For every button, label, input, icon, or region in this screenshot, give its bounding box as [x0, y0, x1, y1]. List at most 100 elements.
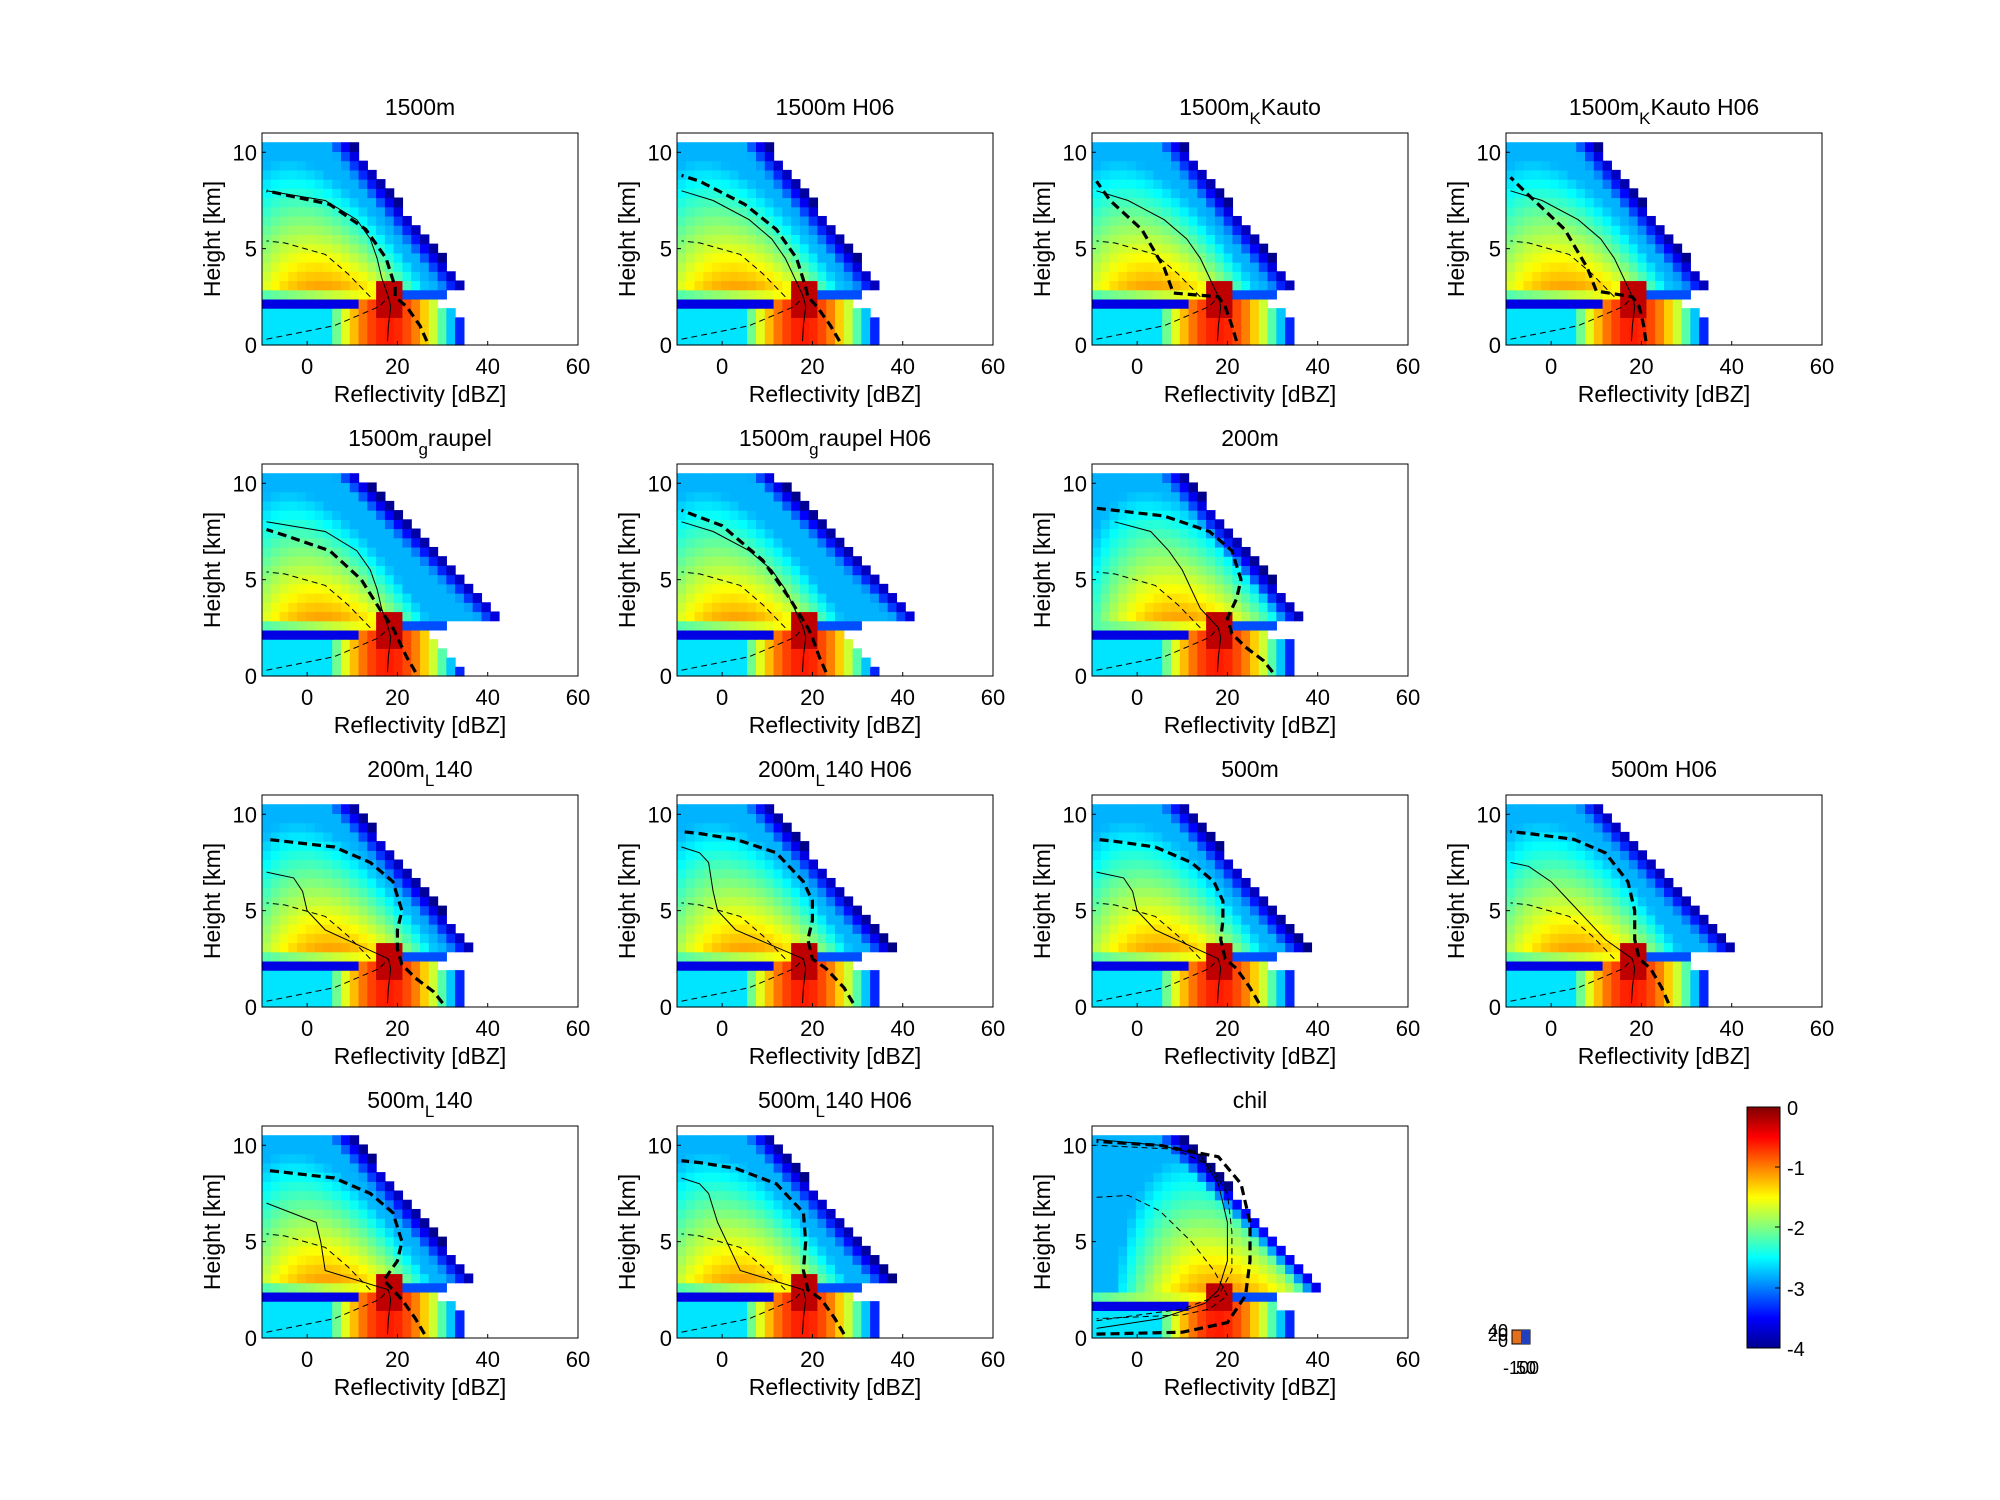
heatmap-cell [799, 850, 810, 861]
heatmap-cell [1585, 951, 1595, 962]
heatmap-cell [1567, 951, 1577, 962]
heatmap-cell [756, 326, 766, 337]
heatmap-cell [1214, 225, 1225, 235]
heatmap-cell [279, 528, 289, 539]
heatmap-cell [367, 1282, 377, 1293]
heatmap-cell [349, 528, 360, 539]
heatmap-cell [1171, 188, 1181, 199]
heatmap-cell [1197, 648, 1207, 659]
heatmap-cell [349, 1319, 360, 1330]
heatmap-cell [1567, 942, 1577, 953]
heatmap-cell [1258, 942, 1269, 953]
heatmap-cell [1549, 252, 1560, 263]
heatmap-cell [826, 620, 836, 631]
heatmap-cell [703, 528, 713, 539]
heatmap-cell [358, 960, 368, 971]
heatmap-cell [677, 924, 687, 934]
heatmap-cell [1127, 289, 1137, 300]
heatmap-cell [835, 648, 845, 659]
heatmap-cell [279, 1328, 289, 1339]
heatmap-cell [1672, 289, 1683, 300]
heatmap-cell [773, 169, 783, 180]
heatmap-cell [341, 308, 351, 318]
heatmap-cell [1232, 988, 1242, 999]
heatmap-cell [1100, 160, 1111, 171]
heatmap-cell [1232, 666, 1242, 677]
heatmap-cell [720, 298, 731, 309]
heatmap-cell [341, 271, 351, 282]
subplot-title: 1500mgraupel [348, 425, 492, 459]
y-tick-label: 0 [245, 995, 257, 1020]
heatmap-cell [332, 877, 342, 888]
heatmap-cell [747, 914, 757, 925]
heatmap-cell [799, 574, 810, 585]
heatmap-cell [720, 997, 731, 1008]
heatmap-cell [279, 1282, 289, 1293]
heatmap-cell [826, 997, 836, 1008]
heatmap-cell [764, 804, 775, 815]
heatmap-cell [1664, 896, 1674, 907]
heatmap-cell [1118, 988, 1128, 999]
heatmap-cell [358, 519, 368, 530]
heatmap-cell [393, 988, 404, 999]
heatmap-cell [1197, 188, 1207, 199]
heatmap-cell [1672, 262, 1683, 272]
heatmap-cell [270, 197, 281, 208]
y-tick-label: 5 [1075, 568, 1087, 593]
heatmap-cell [1241, 611, 1251, 622]
heatmap-cell [279, 179, 289, 189]
heatmap-cell [1241, 262, 1251, 272]
heatmap-cell [703, 924, 713, 934]
axes-frame [1091, 463, 1409, 677]
heatmap-cell [1241, 546, 1251, 557]
series-line [1096, 871, 1222, 1004]
heatmap-cell [437, 271, 447, 282]
heatmap-cell [262, 850, 272, 861]
heatmap-cell [270, 657, 281, 668]
heatmap-cell [1523, 868, 1533, 879]
heatmap-cell [393, 583, 404, 594]
heatmap-cell [1206, 574, 1216, 585]
heatmap-cell [411, 657, 421, 668]
heatmap-cell [1681, 997, 1691, 1008]
heatmap-cell [808, 510, 819, 520]
heatmap-cell [393, 593, 404, 603]
heatmap-cell [463, 942, 474, 953]
heatmap-cell [738, 234, 748, 245]
heatmap-cell [887, 602, 898, 613]
heatmap-cell [305, 822, 316, 833]
heatmap-cell [349, 271, 360, 282]
heatmap-cell [773, 924, 783, 934]
heatmap-cell [270, 822, 281, 833]
heatmap-cell [773, 317, 783, 328]
heatmap-cell [1637, 887, 1648, 897]
axes-frame [1505, 794, 1823, 1008]
heatmap-cell [1118, 335, 1128, 346]
heatmap-cell [694, 611, 704, 622]
heatmap-cell [1585, 896, 1595, 907]
heatmap-cell [1188, 234, 1198, 245]
heatmap-cell [1620, 914, 1630, 925]
heatmap-cell [1109, 970, 1119, 980]
heatmap-cell [1637, 877, 1648, 888]
heatmap-cell [712, 556, 722, 566]
heatmap-cell [1523, 197, 1533, 208]
heatmap-cell [694, 859, 704, 870]
heatmap-cell [1153, 997, 1163, 1008]
heatmap-cell [1100, 510, 1111, 520]
heatmap-cell [367, 289, 377, 300]
heatmap-cell [288, 482, 298, 493]
heatmap-cell [677, 179, 687, 189]
heatmap-cell [764, 546, 775, 557]
heatmap-cell [1567, 188, 1577, 199]
heatmap-cell [1506, 262, 1516, 272]
heatmap-cell [1144, 225, 1155, 235]
heatmap-cell [262, 215, 272, 226]
heatmap-cell [1241, 308, 1251, 318]
heatmap-cell [1541, 859, 1551, 870]
heatmap-cell [729, 500, 740, 511]
heatmap-cell [694, 896, 704, 907]
heatmap-cell [455, 666, 465, 677]
heatmap-cell [712, 206, 722, 217]
heatmap-cell [1232, 877, 1242, 888]
